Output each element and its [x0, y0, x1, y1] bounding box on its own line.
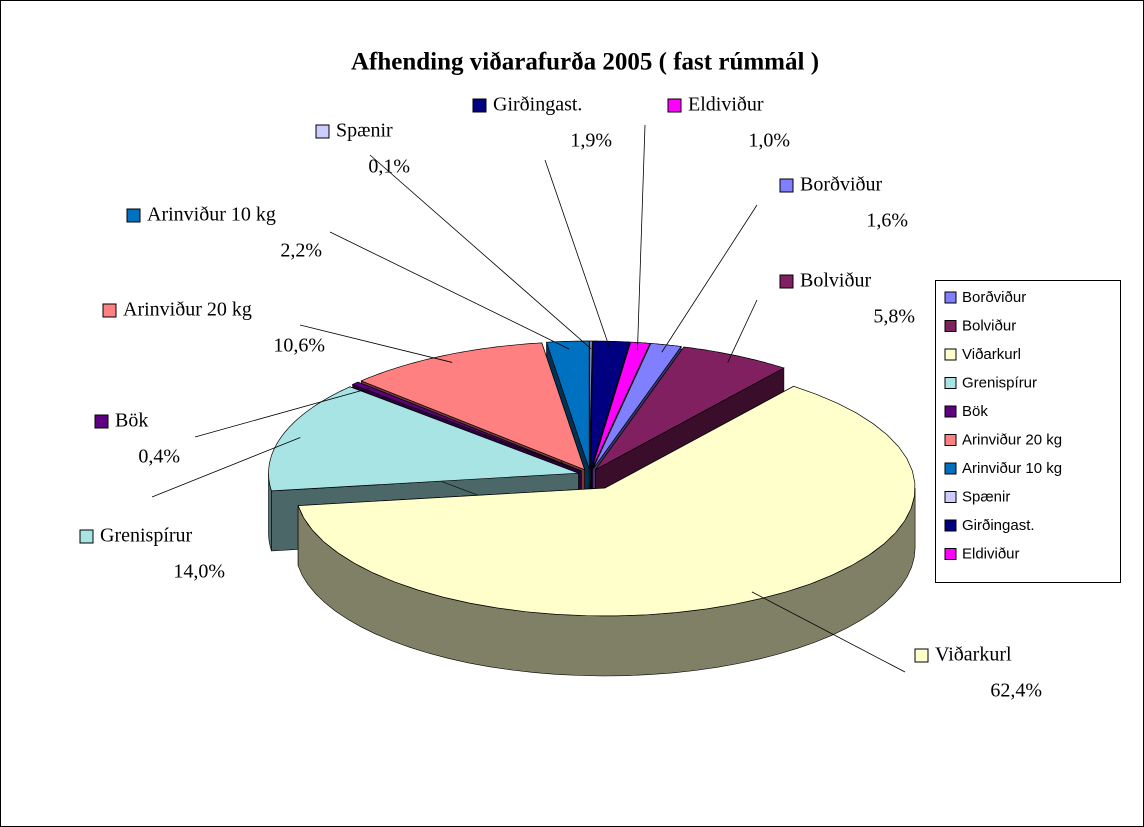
- label-swatch: [667, 98, 682, 113]
- slice: [595, 346, 785, 471]
- label-value: 14,0%: [173, 561, 225, 583]
- label-name: Eldiviður: [688, 94, 764, 116]
- label-value: 0,1%: [368, 156, 410, 178]
- legend-swatch: [944, 320, 957, 332]
- slice: [589, 340, 593, 470]
- label-name: Arinviður 20 kg: [123, 299, 252, 321]
- legend-swatch: [944, 462, 957, 475]
- legend-swatch: [944, 348, 957, 361]
- label-value: 1,0%: [748, 130, 790, 152]
- legend-label: Girðingast.: [962, 517, 1035, 534]
- legend-swatch: [944, 491, 957, 503]
- leader-line: [661, 204, 758, 353]
- slice: [297, 385, 916, 617]
- label-swatch: [472, 98, 487, 113]
- leader-line: [194, 388, 369, 438]
- label-value: 10,6%: [273, 335, 325, 357]
- legend-label: Bök: [962, 403, 988, 420]
- label-value: 1,9%: [570, 130, 612, 152]
- label-name: Arinviður 10 kg: [147, 204, 276, 226]
- label-name: Spænir: [336, 120, 393, 142]
- legend-label: Spænir: [962, 488, 1010, 505]
- legend-swatch: [944, 434, 957, 446]
- label-name: Bök: [115, 410, 148, 432]
- legend-swatch: [944, 291, 957, 304]
- label-swatch: [315, 124, 330, 139]
- label-swatch: [102, 303, 117, 318]
- label-value: 1,6%: [866, 210, 908, 232]
- slice: [268, 386, 579, 492]
- leader-line: [299, 324, 453, 363]
- legend-swatch: [944, 377, 957, 389]
- label-name: Viðarkurl: [935, 644, 1012, 666]
- legend-label: Arinviður 10 kg: [962, 460, 1062, 477]
- legend-label: Arinviður 20 kg: [962, 431, 1062, 448]
- label-name: Grenispírur: [100, 525, 193, 547]
- chart-title: Afhending viðarafurða 2005 ( fast rúmmál…: [351, 49, 819, 76]
- legend-label: Borðviður: [962, 289, 1026, 306]
- legend-label: Bolviður: [962, 317, 1016, 334]
- legend-swatch: [944, 405, 957, 418]
- label-name: Borðviður: [800, 174, 883, 196]
- label-swatch: [914, 648, 929, 663]
- leader-line: [329, 231, 570, 350]
- legend-label: Eldiviður: [962, 545, 1020, 562]
- slice: [590, 340, 631, 470]
- leader-line: [727, 299, 758, 363]
- leader-line: [751, 591, 906, 673]
- label-swatch: [94, 414, 109, 429]
- slice: [591, 341, 651, 470]
- legend-swatch: [944, 519, 957, 532]
- label-value: 2,2%: [280, 240, 322, 262]
- slice: [351, 381, 582, 472]
- label-swatch: [779, 178, 794, 193]
- leader-line: [544, 159, 611, 350]
- label-name: Bolviður: [800, 270, 871, 292]
- leader-line: [151, 437, 301, 498]
- label-value: 5,8%: [873, 306, 915, 328]
- leader-line: [637, 124, 646, 351]
- label-name: Girðingast.: [493, 94, 582, 116]
- legend-label: Grenispírur: [962, 374, 1037, 391]
- legend-swatch: [944, 548, 957, 560]
- slice: [360, 342, 586, 471]
- leader-line: [369, 154, 592, 349]
- label-value: 62,4%: [990, 680, 1042, 702]
- legend-label: Viðarkurl: [962, 346, 1021, 363]
- label-swatch: [126, 208, 141, 223]
- label-swatch: [79, 529, 94, 544]
- label-value: 0,4%: [138, 446, 180, 468]
- label-swatch: [779, 274, 794, 289]
- legend-box: [935, 280, 1121, 583]
